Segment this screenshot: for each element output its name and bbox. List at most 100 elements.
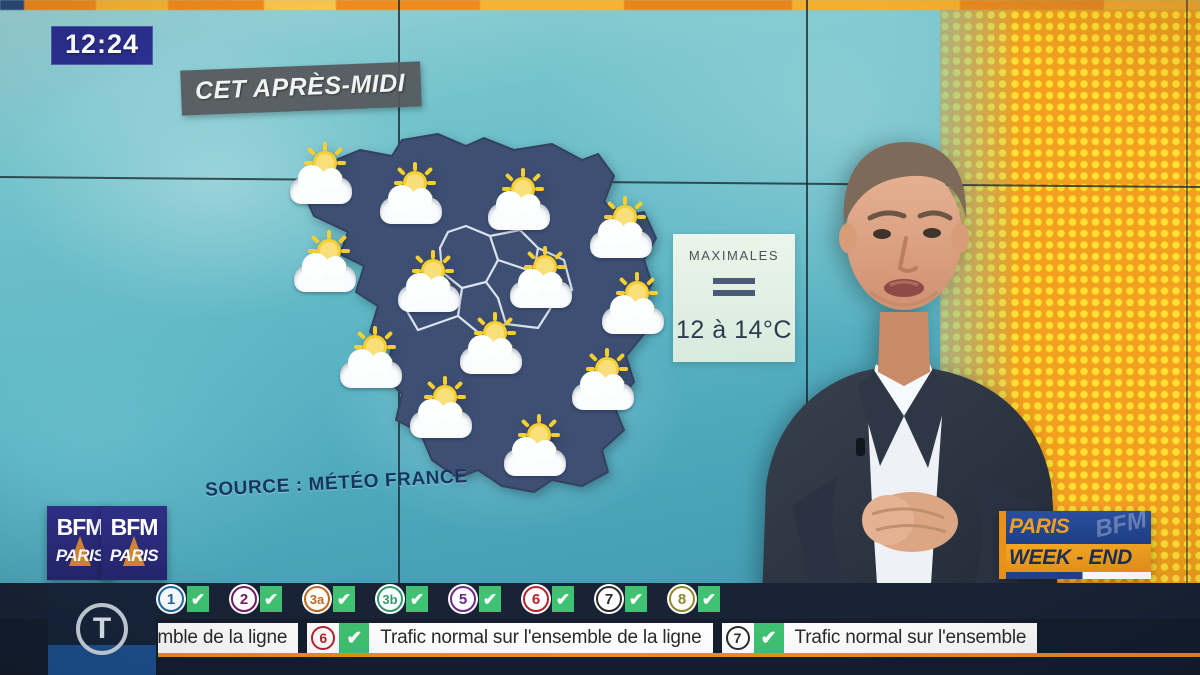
- badge-left-edge: [999, 511, 1006, 579]
- cloud-icon: [488, 191, 550, 230]
- transit-ticker-accent-bar: [158, 653, 1200, 657]
- cloud-icon: [410, 399, 472, 438]
- transit-line-6[interactable]: 6 ✔: [523, 586, 574, 612]
- line-badge-7: 7: [596, 586, 622, 612]
- paris-wordmark-ghost: PARIS: [55, 546, 105, 565]
- show-title-top: PARIS BFM: [999, 511, 1151, 544]
- max-temperature-card: MAXIMALES 12 à 14°C: [673, 234, 795, 362]
- idf-weather-map: [252, 120, 682, 500]
- wall-top-light-strip: [0, 0, 1200, 10]
- transit-line-3b[interactable]: 3b ✔: [377, 586, 428, 612]
- cloud-icon: [340, 349, 402, 388]
- line-badge-1: 1: [158, 586, 184, 612]
- transit-message-line-badge-2: 7: [725, 626, 750, 650]
- eiffel-tower-icon: [69, 536, 91, 566]
- transit-line-5[interactable]: 5 ✔: [450, 586, 501, 612]
- transit-message-text-0: ensemble de la ligne: [158, 623, 299, 653]
- forecast-period-banner: CET APRÈS-MIDI: [180, 61, 423, 116]
- line-status-check-1: ✔: [187, 586, 209, 612]
- transit-line-1[interactable]: 1 ✔: [158, 586, 209, 612]
- transit-message-badge-box-1: 6: [307, 623, 340, 653]
- cloud-icon: [460, 335, 522, 374]
- show-title-badge: PARIS BFM WEEK - END: [999, 511, 1151, 579]
- paris-wordmark: PARIS: [109, 546, 159, 565]
- wx-icon-11: [572, 348, 650, 410]
- cloud-icon: [380, 185, 442, 224]
- wx-icon-9: [340, 326, 418, 388]
- transit-message-badge-box-2: 7: [721, 623, 754, 653]
- transit-t-icon: T: [76, 603, 128, 655]
- cloud-icon: [294, 253, 356, 292]
- line-badge-6: 6: [523, 586, 549, 612]
- line-status-check-3b: ✔: [406, 586, 428, 612]
- line-status-check-3a: ✔: [333, 586, 355, 612]
- show-title-line1: PARIS: [1009, 515, 1070, 538]
- transit-ticker: T 1 ✔ 2 ✔ 3a ✔ 3b ✔ 5 ✔: [0, 583, 1200, 675]
- bfm-watermark-icon: BFM: [1092, 511, 1150, 544]
- transit-line-7[interactable]: 7 ✔: [596, 586, 647, 612]
- max-temp-label: MAXIMALES: [688, 248, 780, 263]
- line-badge-8: 8: [669, 586, 695, 612]
- forecast-period-label: CET APRÈS-MIDI: [194, 69, 406, 106]
- cloud-icon: [572, 371, 634, 410]
- line-status-check-8: ✔: [698, 586, 720, 612]
- line-status-check-7: ✔: [625, 586, 647, 612]
- equals-icon: [713, 278, 755, 302]
- wx-icon-6: [398, 250, 476, 312]
- wx-icon-12: [410, 376, 488, 438]
- line-status-check-6: ✔: [552, 586, 574, 612]
- transit-message-check-1: ✔: [339, 623, 370, 653]
- wx-icon-5: [294, 230, 372, 292]
- line-badge-2: 2: [231, 586, 257, 612]
- transit-line-strip: 1 ✔ 2 ✔ 3a ✔ 3b ✔ 5 ✔ 6 ✔: [158, 586, 742, 612]
- bfm-paris-logo-main: BFM PARIS: [101, 506, 167, 580]
- cloud-icon: [510, 269, 572, 308]
- transit-message-1[interactable]: 6 ✔ Trafic normal sur l'ensemble de la l…: [307, 623, 713, 653]
- wx-icon-8: [602, 272, 680, 334]
- transit-message-row: ensemble de la ligne 6 ✔ Trafic normal s…: [158, 621, 1200, 655]
- cloud-icon: [290, 165, 352, 204]
- wx-icon-3: [488, 168, 566, 230]
- cloud-icon: [398, 273, 460, 312]
- wx-icon-4: [590, 196, 668, 258]
- wx-icon-2: [380, 162, 458, 224]
- presenter-face: [846, 162, 962, 310]
- bfm-wordmark-ghost: BFM: [56, 514, 105, 540]
- line-badge-3a: 3a: [304, 586, 330, 612]
- line-badge-5: 5: [450, 586, 476, 612]
- bfm-paris-logo: BFM PARIS BFM PARIS: [47, 506, 167, 580]
- transit-message-2[interactable]: 7 ✔ Trafic normal sur l'ensemble: [721, 623, 1038, 653]
- max-temp-value: 12 à 14°C: [676, 316, 792, 344]
- bfm-wordmark: BFM: [110, 514, 159, 540]
- transit-message-0[interactable]: ensemble de la ligne: [158, 623, 299, 653]
- transit-line-3a[interactable]: 3a ✔: [304, 586, 355, 612]
- line-badge-3b: 3b: [377, 586, 403, 612]
- cloud-icon: [602, 295, 664, 334]
- weather-presenter: [752, 86, 1082, 600]
- lapel-microphone: [856, 438, 865, 456]
- show-title-line2: WEEK - END: [1009, 546, 1133, 569]
- cloud-icon: [590, 219, 652, 258]
- eiffel-tower-icon-main: [123, 536, 145, 566]
- wx-icon-7: [510, 246, 588, 308]
- transit-message-check-2: ✔: [753, 623, 784, 653]
- wx-icon-13: [504, 414, 582, 476]
- wx-icon-10: [460, 312, 538, 374]
- transit-message-line-badge-1: 6: [311, 626, 336, 650]
- transit-line-2[interactable]: 2 ✔: [231, 586, 282, 612]
- transit-message-text-2: Trafic normal sur l'ensemble: [783, 623, 1038, 653]
- wall-seam-vertical-3: [1186, 0, 1188, 600]
- transit-logo: T: [48, 583, 156, 675]
- badge-bottom-strip: [999, 572, 1151, 579]
- presenter-hair: [843, 142, 967, 226]
- cloud-icon: [504, 437, 566, 476]
- wall-seam-vertical-2: [806, 0, 808, 600]
- transit-line-8[interactable]: 8 ✔: [669, 586, 720, 612]
- show-title-bottom: WEEK - END: [999, 544, 1151, 572]
- wx-icon-1: [290, 142, 368, 204]
- line-status-check-2: ✔: [260, 586, 282, 612]
- line-status-check-5: ✔: [479, 586, 501, 612]
- transit-message-text-1: Trafic normal sur l'ensemble de la ligne: [369, 623, 713, 653]
- on-air-clock: 12:24: [51, 26, 154, 66]
